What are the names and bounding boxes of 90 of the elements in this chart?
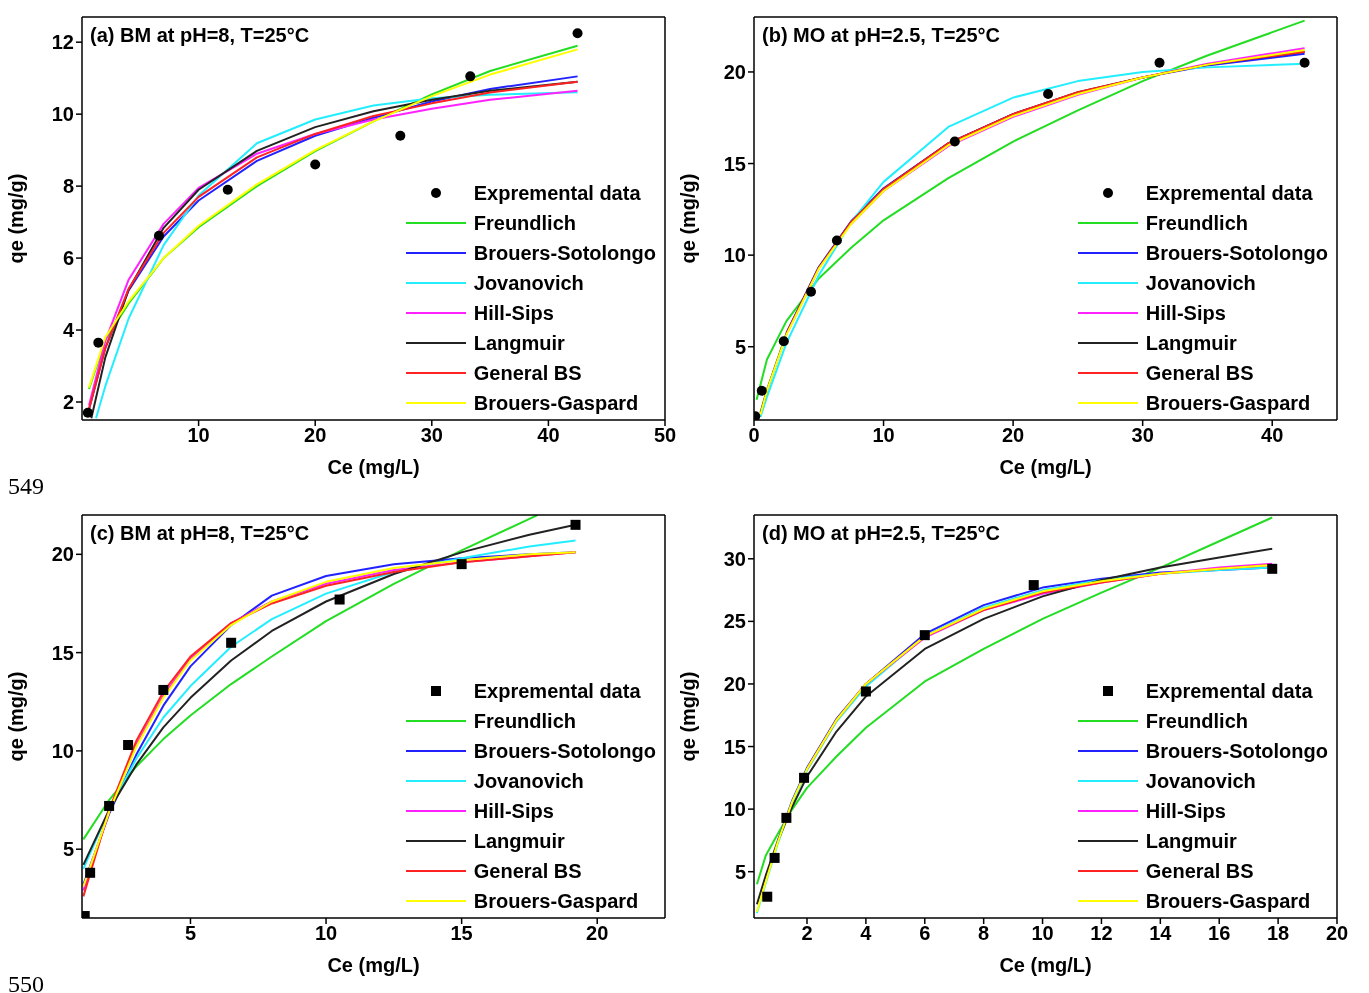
legend-label: General BS — [1145, 859, 1254, 883]
y-tick-label: 6 — [62, 247, 74, 270]
y-tick-label: 20 — [723, 673, 746, 696]
chart-title: (c) BM at pH=8, T=25°C — [90, 522, 310, 545]
x-axis-title: Ce (mg/L) — [327, 456, 420, 478]
x-tick-label: 30 — [420, 424, 443, 447]
legend-label: Brouers-Sotolongo — [1145, 739, 1328, 763]
legend-label: Brouers-Gaspard — [473, 889, 639, 913]
y-tick-label: 15 — [51, 641, 74, 664]
x-tick-label: 10 — [1031, 922, 1054, 945]
x-tick-label: 2 — [801, 922, 813, 945]
chart-title: (a) BM at pH=8, T=25°C — [90, 24, 310, 47]
legend-label: Hill-Sips — [473, 799, 554, 823]
x-tick-label: 40 — [1261, 424, 1284, 447]
legend-label: Expremental data — [1145, 181, 1313, 205]
y-tick-label: 8 — [62, 175, 74, 198]
x-tick-label: 5 — [184, 922, 197, 945]
y-tick-label: 30 — [723, 547, 746, 570]
legend-label: General BS — [473, 859, 582, 883]
y-tick-label: 15 — [723, 152, 746, 175]
y-tick-label: 25 — [723, 610, 746, 633]
x-tick-label: 40 — [537, 424, 560, 447]
y-tick-label: 5 — [734, 860, 746, 883]
legend-label: General BS — [473, 361, 582, 385]
legend-label: Jovanovich — [1145, 271, 1256, 295]
text: 549 — [8, 473, 44, 500]
legend-label: Freundlich — [473, 211, 577, 235]
legend-label: Jovanovich — [473, 271, 584, 295]
chart-title: (b) MO at pH=2.5, T=25°C — [762, 24, 1001, 47]
x-tick-label: 30 — [1131, 424, 1154, 447]
x-tick-label: 8 — [978, 922, 990, 945]
y-tick-label: 20 — [51, 543, 74, 566]
y-tick-label: 12 — [51, 31, 74, 54]
legend-label: Brouers-Sotolongo — [1145, 241, 1328, 265]
legend-label: Jovanovich — [1145, 769, 1256, 793]
legend-label: Brouers-Gaspard — [1145, 391, 1311, 415]
x-tick-label: 50 — [653, 424, 677, 447]
x-tick-label: 14 — [1149, 922, 1173, 945]
y-tick-label: 5 — [734, 335, 746, 358]
y-axis-title: qe (mg/g) — [677, 671, 700, 762]
legend-label: Freundlich — [1145, 709, 1249, 733]
y-tick-label: 4 — [62, 319, 75, 342]
y-tick-label: 10 — [723, 798, 746, 821]
x-tick-label: 16 — [1208, 922, 1231, 945]
legend-label: Brouers-Gaspard — [1145, 889, 1311, 913]
x-tick-label: 20 — [1001, 424, 1025, 447]
y-tick-label: 5 — [62, 838, 74, 861]
legend-label: Expremental data — [473, 679, 641, 703]
x-tick-label: 15 — [450, 922, 473, 945]
legend-label: Langmuir — [473, 829, 565, 853]
y-axis-title: qe (mg/g) — [677, 173, 700, 264]
x-tick-label: 6 — [919, 922, 931, 945]
x-tick-label: 4 — [860, 922, 873, 945]
x-axis-title: Ce (mg/L) — [999, 456, 1092, 478]
legend-label: Langmuir — [1145, 829, 1237, 853]
x-tick-label: 10 — [872, 424, 895, 447]
y-axis-title: qe (mg/g) — [5, 173, 28, 264]
x-axis-title: Ce (mg/L) — [999, 954, 1092, 976]
x-tick-label: 0 — [748, 424, 760, 447]
x-tick-label: 10 — [187, 424, 210, 447]
legend-label: Brouers-Gaspard — [473, 391, 639, 415]
legend-label: Expremental data — [473, 181, 641, 205]
legend-label: Jovanovich — [473, 769, 584, 793]
x-tick-label: 10 — [314, 922, 338, 945]
y-tick-label: 10 — [51, 740, 74, 762]
legend-label: Langmuir — [1145, 331, 1237, 355]
y-axis-title: qe (mg/g) — [5, 671, 28, 762]
legend-label: Brouers-Sotolongo — [473, 241, 656, 265]
y-tick-label: 10 — [51, 103, 74, 126]
x-tick-label: 20 — [586, 922, 609, 945]
x-tick-label: 20 — [304, 424, 327, 447]
y-tick-label: 2 — [62, 391, 74, 414]
legend-label: Freundlich — [473, 709, 577, 733]
legend-label: Expremental data — [1145, 679, 1313, 703]
legend-label: Brouers-Sotolongo — [473, 739, 656, 763]
y-tick-label: 20 — [723, 61, 746, 84]
x-axis-title: Ce (mg/L) — [327, 954, 420, 976]
y-tick-label: 10 — [723, 244, 746, 267]
legend-label: General BS — [1145, 361, 1254, 385]
legend-label: Hill-Sips — [1145, 799, 1226, 823]
text: 550 — [8, 971, 44, 993]
x-tick-label: 18 — [1266, 922, 1290, 945]
chart-title: (d) MO at pH=2.5, T=25°C — [762, 522, 1001, 545]
legend-label: Hill-Sips — [473, 301, 554, 325]
legend-label: Hill-Sips — [1145, 301, 1226, 325]
x-tick-label: 12 — [1090, 922, 1113, 945]
y-tick-label: 15 — [723, 735, 746, 758]
x-tick-label: 20 — [1325, 922, 1349, 945]
legend-label: Freundlich — [1145, 211, 1249, 235]
legend-label: Langmuir — [473, 331, 565, 355]
